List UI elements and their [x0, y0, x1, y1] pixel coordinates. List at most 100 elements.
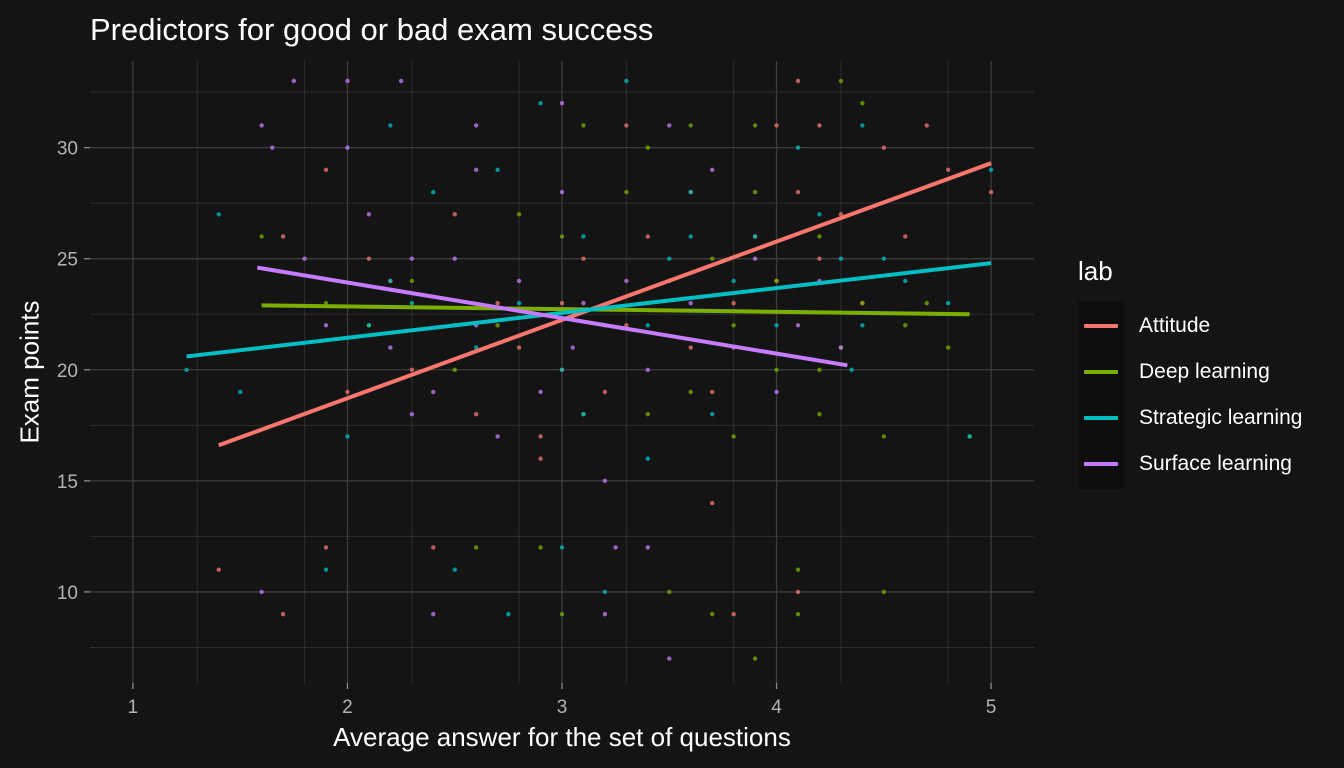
legend-key-background: [1078, 301, 1124, 489]
y-tick-label: 25: [57, 250, 78, 271]
data-point: [817, 212, 822, 217]
data-point: [752, 234, 758, 239]
data-point: [538, 545, 543, 550]
data-point: [688, 389, 693, 395]
data-point: [398, 78, 404, 84]
chart-title: Predictors for good or bad exam success: [90, 12, 654, 47]
data-point: [409, 256, 415, 261]
data-point: [452, 367, 457, 372]
data-point: [388, 278, 393, 284]
data-point: [838, 345, 844, 350]
data-point: [774, 323, 779, 328]
data-point: [849, 367, 854, 372]
data-point: [581, 412, 586, 417]
data-point: [860, 323, 865, 328]
data-point: [817, 256, 822, 261]
data-point: [291, 78, 297, 84]
data-point: [645, 234, 651, 239]
data-point: [270, 145, 275, 150]
data-point: [774, 389, 779, 395]
legend-swatch: [1078, 303, 1124, 349]
legend-swatch: [1078, 395, 1124, 441]
data-point: [559, 367, 565, 372]
data-point: [709, 389, 715, 395]
data-point: [881, 145, 887, 150]
data-point: [538, 389, 543, 395]
data-point: [731, 278, 736, 284]
data-point: [431, 389, 436, 395]
data-point: [945, 345, 951, 350]
data-point: [752, 189, 758, 195]
data-point: [645, 412, 651, 417]
data-point: [559, 545, 565, 550]
data-point: [409, 412, 415, 417]
data-point: [774, 367, 779, 372]
data-point: [709, 412, 715, 417]
data-point: [688, 234, 693, 239]
trend-line: [261, 303, 970, 317]
data-point: [366, 256, 372, 261]
data-point: [731, 300, 736, 306]
data-point: [538, 101, 543, 106]
data-point: [495, 434, 500, 439]
data-point: [581, 256, 586, 261]
data-point: [774, 278, 779, 284]
data-point: [624, 323, 629, 328]
data-point: [624, 278, 629, 284]
data-point: [624, 123, 629, 128]
legend-label: Attitude: [1139, 314, 1211, 337]
legend-title: lab: [1078, 256, 1113, 286]
legend-item-surface-learning: Surface learning: [1078, 441, 1292, 487]
data-point: [667, 123, 672, 128]
legend-swatch: [1078, 441, 1124, 487]
data-point: [516, 300, 522, 306]
data-point: [581, 123, 586, 128]
data-point: [709, 611, 715, 617]
data-point: [559, 611, 565, 617]
trend-line: [218, 161, 992, 448]
data-point: [602, 611, 608, 617]
data-point: [860, 101, 865, 106]
data-point: [924, 300, 929, 306]
data-point: [473, 412, 479, 417]
data-point: [881, 434, 887, 439]
y-axis-label: Exam points: [14, 300, 45, 444]
data-point: [602, 589, 608, 595]
data-point: [667, 656, 672, 661]
data-point: [302, 256, 307, 261]
data-point: [731, 434, 736, 439]
data-point: [817, 367, 822, 372]
data-point: [817, 412, 822, 417]
data-point: [988, 167, 994, 173]
data-point: [216, 567, 221, 572]
data-point: [581, 234, 586, 239]
data-point: [881, 589, 887, 595]
data-point: [667, 256, 672, 261]
data-point: [473, 167, 479, 173]
data-point: [559, 234, 565, 239]
data-point: [903, 234, 908, 239]
data-point: [688, 189, 693, 195]
data-point: [323, 323, 329, 328]
data-point: [473, 345, 479, 350]
data-point: [216, 212, 221, 217]
data-point: [903, 323, 908, 328]
data-point: [559, 101, 565, 106]
legend-item-deep-learning: Deep learning: [1078, 349, 1270, 395]
data-point: [645, 323, 651, 328]
data-point: [516, 278, 522, 284]
x-tick-label: 3: [557, 697, 568, 718]
data-point: [645, 145, 651, 150]
y-tick-label: 30: [57, 139, 78, 160]
data-point: [988, 189, 994, 195]
data-point: [431, 611, 436, 617]
y-tick-label: 20: [57, 361, 78, 382]
data-point: [860, 300, 865, 306]
data-point: [388, 123, 393, 128]
data-point: [752, 256, 758, 261]
data-point: [280, 234, 286, 239]
data-point: [388, 345, 393, 350]
data-point: [795, 611, 801, 617]
x-tick-label: 4: [771, 697, 782, 718]
